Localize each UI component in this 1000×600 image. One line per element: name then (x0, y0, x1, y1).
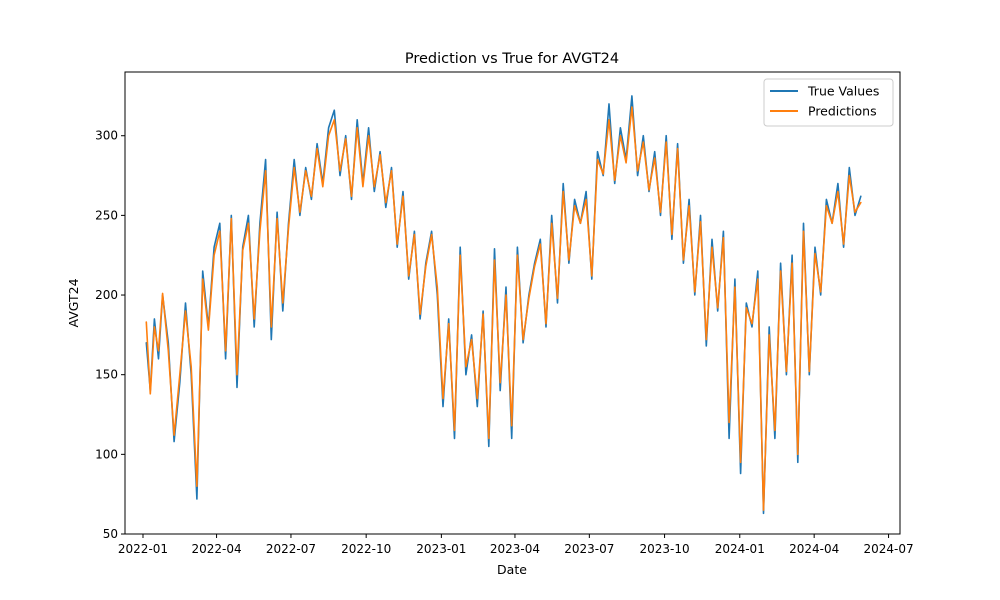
x-tick-label: 2022-10 (341, 542, 391, 556)
y-tick-label: 150 (95, 368, 118, 382)
y-tick-label: 250 (95, 208, 118, 222)
y-tick-label: 200 (95, 288, 118, 302)
x-tick-label: 2022-01 (118, 542, 168, 556)
x-tick-label: 2023-10 (639, 542, 689, 556)
series-layer (145, 95, 862, 515)
x-tick-label: 2022-04 (191, 542, 241, 556)
x-tick-label: 2023-04 (490, 542, 540, 556)
series-line-2 (145, 106, 862, 511)
x-tick-label: 2022-07 (266, 542, 316, 556)
chart-title: Prediction vs True for AVGT24 (405, 51, 619, 67)
x-tick-label: 2023-01 (416, 542, 466, 556)
x-axis-title: Date (497, 562, 527, 577)
y-tick-label: 50 (103, 527, 118, 541)
y-tick-label: 300 (95, 129, 118, 143)
axes-frame (124, 71, 901, 535)
x-tick-label: 2024-04 (789, 542, 839, 556)
x-tick-label: 2024-07 (863, 542, 913, 556)
y-axis-title: AVGT24 (66, 278, 81, 327)
plot-area (124, 71, 901, 535)
y-axis: 50 100 150 200 250 300 (95, 129, 125, 541)
legend-label-2: Predictions (808, 104, 877, 119)
x-tick-label: 2024-01 (715, 542, 765, 556)
y-tick-label: 100 (95, 447, 118, 461)
x-tick-label: 2023-07 (564, 542, 614, 556)
legend: True Values Predictions (763, 78, 894, 127)
plot-background (125, 72, 900, 534)
x-axis: 2022-01 2022-04 2022-07 2022-10 2023-01 2023-… (118, 534, 914, 556)
legend-label-1: True Values (807, 84, 879, 99)
